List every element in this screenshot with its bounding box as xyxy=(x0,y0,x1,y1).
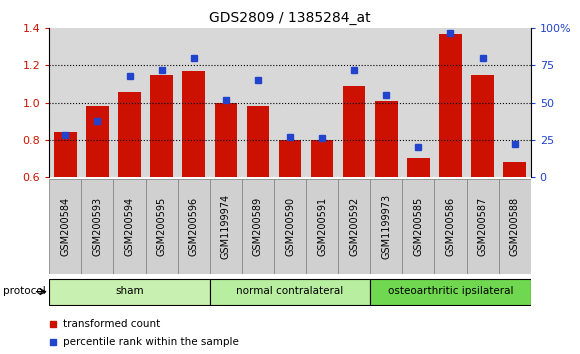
Text: osteoarthritic ipsilateral: osteoarthritic ipsilateral xyxy=(387,286,513,296)
Text: GSM200594: GSM200594 xyxy=(125,197,135,256)
Text: GSM200592: GSM200592 xyxy=(349,197,359,256)
Bar xyxy=(279,140,301,177)
Bar xyxy=(407,159,430,177)
Bar xyxy=(370,28,403,177)
Bar xyxy=(242,179,274,274)
Bar xyxy=(210,279,370,305)
Text: GSM1199974: GSM1199974 xyxy=(221,194,231,259)
Bar xyxy=(54,132,77,177)
Text: GSM1199973: GSM1199973 xyxy=(381,194,392,259)
Bar xyxy=(503,162,526,177)
Bar xyxy=(177,179,210,274)
Bar xyxy=(210,179,242,274)
Text: GSM200595: GSM200595 xyxy=(157,197,166,256)
Text: GSM200591: GSM200591 xyxy=(317,197,327,256)
Bar xyxy=(150,75,173,177)
Bar xyxy=(49,179,81,274)
Bar xyxy=(370,179,403,274)
Bar xyxy=(210,28,242,177)
Text: transformed count: transformed count xyxy=(63,319,161,329)
Text: percentile rank within the sample: percentile rank within the sample xyxy=(63,337,239,347)
Bar xyxy=(81,179,114,274)
Bar xyxy=(499,179,531,274)
Text: GSM200586: GSM200586 xyxy=(445,197,455,256)
Bar xyxy=(466,179,499,274)
Bar xyxy=(215,103,237,177)
Bar xyxy=(114,179,146,274)
Bar xyxy=(274,28,306,177)
Bar xyxy=(274,179,306,274)
Bar xyxy=(81,28,114,177)
Bar xyxy=(375,101,397,177)
Bar xyxy=(306,179,338,274)
Bar xyxy=(499,28,531,177)
Bar xyxy=(177,28,210,177)
Bar xyxy=(114,28,146,177)
Bar xyxy=(343,86,365,177)
Bar xyxy=(472,75,494,177)
Bar xyxy=(311,140,333,177)
Bar xyxy=(246,106,269,177)
Text: GSM200587: GSM200587 xyxy=(477,197,488,256)
Bar xyxy=(242,28,274,177)
Text: GSM200593: GSM200593 xyxy=(92,197,103,256)
Text: GSM200590: GSM200590 xyxy=(285,197,295,256)
Bar xyxy=(183,71,205,177)
Bar xyxy=(306,28,338,177)
Bar xyxy=(434,28,466,177)
Text: GSM200596: GSM200596 xyxy=(188,197,199,256)
Text: GSM200588: GSM200588 xyxy=(510,197,520,256)
Bar xyxy=(403,179,434,274)
Bar xyxy=(146,28,177,177)
Text: GSM200584: GSM200584 xyxy=(60,197,70,256)
Text: GSM200589: GSM200589 xyxy=(253,197,263,256)
Text: protocol: protocol xyxy=(3,286,46,296)
Bar xyxy=(146,179,177,274)
Bar xyxy=(118,92,141,177)
Bar xyxy=(434,179,466,274)
Title: GDS2809 / 1385284_at: GDS2809 / 1385284_at xyxy=(209,11,371,24)
Text: sham: sham xyxy=(115,286,144,296)
Text: GSM200585: GSM200585 xyxy=(414,197,423,256)
Bar xyxy=(86,106,108,177)
Text: normal contralateral: normal contralateral xyxy=(237,286,343,296)
Bar xyxy=(338,28,370,177)
Bar xyxy=(439,34,462,177)
Bar xyxy=(403,28,434,177)
Bar xyxy=(49,28,81,177)
Bar xyxy=(466,28,499,177)
Bar xyxy=(49,279,210,305)
Bar xyxy=(338,179,370,274)
Bar xyxy=(370,279,531,305)
